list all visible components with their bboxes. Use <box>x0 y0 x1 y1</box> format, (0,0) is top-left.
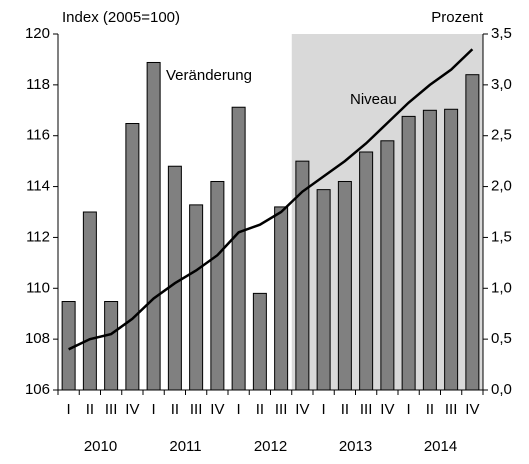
x-tick-label: IV <box>380 401 394 418</box>
x-tick-label: I <box>407 401 411 418</box>
bar <box>316 189 331 391</box>
bar <box>337 180 352 391</box>
bar <box>125 123 140 391</box>
y2-tick-label: 1,5 <box>491 228 512 245</box>
x-tick-label: III <box>275 401 288 418</box>
x-tick-label: II <box>341 401 349 418</box>
series-annotation: Veränderung <box>166 67 252 84</box>
bar <box>380 140 395 391</box>
bar <box>422 109 437 391</box>
bar <box>82 211 97 391</box>
x-tick-label: II <box>171 401 179 418</box>
y2-tick-label: 0,5 <box>491 330 512 347</box>
y-axis-title: Index (2005=100) <box>62 9 180 26</box>
bar <box>252 292 267 391</box>
bar <box>104 301 119 391</box>
x-tick-label: II <box>256 401 264 418</box>
x-tick-label: III <box>190 401 203 418</box>
y-tick-label: 118 <box>26 76 50 93</box>
y-tick-label: 114 <box>26 178 50 195</box>
x-tick-label: I <box>237 401 241 418</box>
x-tick-label: I <box>67 401 71 418</box>
year-label: 2012 <box>254 438 287 455</box>
year-label: 2010 <box>84 438 117 455</box>
bar <box>359 151 374 391</box>
y-tick-label: 106 <box>25 381 50 398</box>
x-tick-label: II <box>426 401 434 418</box>
x-tick-label: I <box>152 401 156 418</box>
bar <box>231 106 246 391</box>
y-tick-label: 110 <box>26 279 50 296</box>
y2-tick-label: 2,0 <box>491 178 512 195</box>
y-tick-label: 116 <box>26 127 50 144</box>
y-tick-label: 120 <box>25 25 50 42</box>
x-tick-label: II <box>86 401 94 418</box>
x-tick-label: III <box>360 401 373 418</box>
bar <box>274 206 289 391</box>
y2-tick-label: 3,0 <box>491 76 512 93</box>
bar <box>444 108 459 391</box>
x-tick-label: III <box>105 401 118 418</box>
x-tick-label: IV <box>210 401 224 418</box>
x-tick-label: IV <box>465 401 479 418</box>
year-label: 2011 <box>169 438 201 455</box>
y2-tick-label: 2,5 <box>491 127 512 144</box>
x-tick-label: III <box>445 401 458 418</box>
bar <box>465 74 480 391</box>
series-annotation: Niveau <box>350 91 397 108</box>
bar <box>146 61 161 391</box>
bar <box>210 180 225 391</box>
y2-tick-label: 3,5 <box>491 25 512 42</box>
y-tick-label: 108 <box>25 330 50 347</box>
y2-tick-label: 1,0 <box>491 279 512 296</box>
bar <box>167 165 182 391</box>
x-tick-label: IV <box>125 401 139 418</box>
x-tick-label: I <box>322 401 326 418</box>
y2-axis-title: Prozent <box>431 9 484 26</box>
bar <box>189 204 204 391</box>
line <box>68 48 474 351</box>
y-tick-label: 112 <box>26 228 50 245</box>
y2-tick-label: 0,0 <box>491 381 512 398</box>
x-tick-label: IV <box>295 401 309 418</box>
year-label: 2013 <box>339 438 372 455</box>
year-label: 2014 <box>424 438 457 455</box>
bar <box>401 115 416 391</box>
